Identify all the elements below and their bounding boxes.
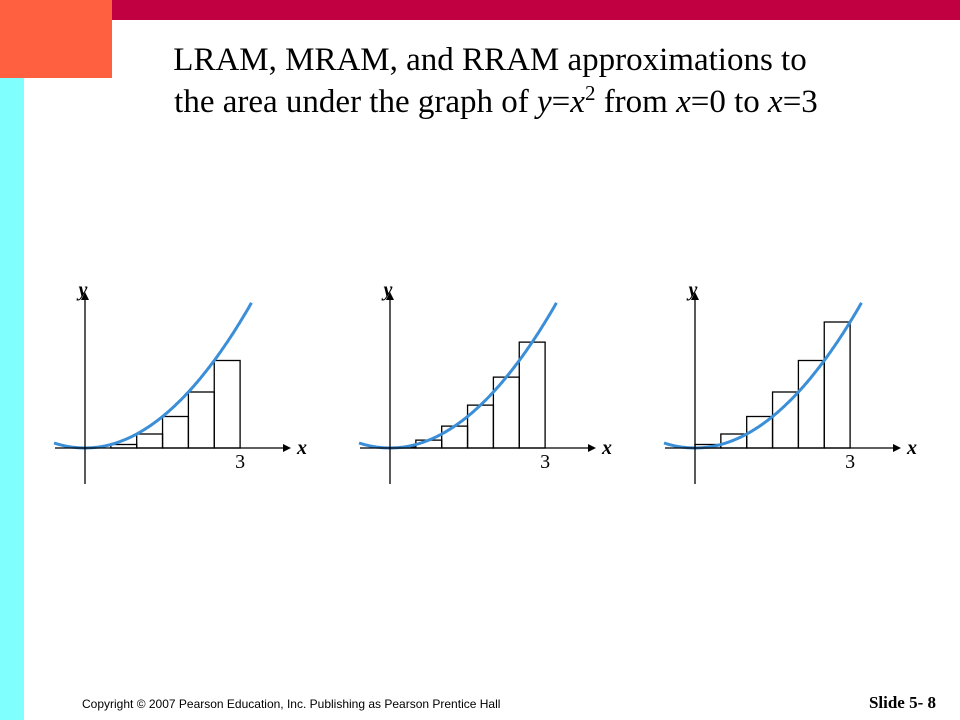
left-band xyxy=(0,0,24,720)
y-arrow xyxy=(691,292,699,300)
title-text: = xyxy=(552,84,571,120)
curve xyxy=(663,302,863,450)
x-arrow xyxy=(283,444,291,452)
approx-rect xyxy=(136,433,164,449)
slide-number: Slide 5- 8 xyxy=(869,693,936,712)
axis-label: x xyxy=(296,437,307,459)
title-line: LRAM, MRAM, and RRAM approximations to xyxy=(173,42,806,78)
title-text: the area under the graph of xyxy=(174,84,537,120)
title-text: x xyxy=(767,84,783,120)
y-arrow xyxy=(81,292,89,300)
approx-rect xyxy=(187,391,215,449)
tick-label: 3 xyxy=(540,451,550,473)
title-text: y xyxy=(534,84,552,120)
tick-label: 3 xyxy=(845,451,855,473)
axis-label: y xyxy=(382,279,393,301)
axis-label: y xyxy=(687,279,698,301)
approx-rect xyxy=(518,341,546,449)
x-arrow xyxy=(893,444,901,452)
approx-rect xyxy=(161,415,190,449)
approx-rect xyxy=(797,359,825,449)
title-text: =3 xyxy=(783,84,818,120)
top-band xyxy=(112,0,960,20)
x-arrow xyxy=(588,444,596,452)
title-text: from xyxy=(595,84,676,120)
title-line: the area under the graph of y=x2 from x=… xyxy=(174,81,818,120)
title-text: x xyxy=(569,84,585,120)
title-text: =0 to xyxy=(691,84,768,120)
copyright: Copyright © 2007 Pearson Education, Inc.… xyxy=(82,697,500,711)
axis-label: y xyxy=(77,279,88,301)
approx-rect xyxy=(441,425,469,449)
title-superscript: 2 xyxy=(585,81,596,105)
approx-rect xyxy=(213,359,241,449)
y-arrow xyxy=(386,292,394,300)
axis-label: x xyxy=(906,437,917,459)
corner-block xyxy=(0,0,112,78)
tick-label: 3 xyxy=(235,451,245,473)
axis-label: x xyxy=(601,437,612,459)
title-text: x xyxy=(675,84,691,120)
curve xyxy=(53,302,253,450)
approx-rect xyxy=(771,391,800,449)
